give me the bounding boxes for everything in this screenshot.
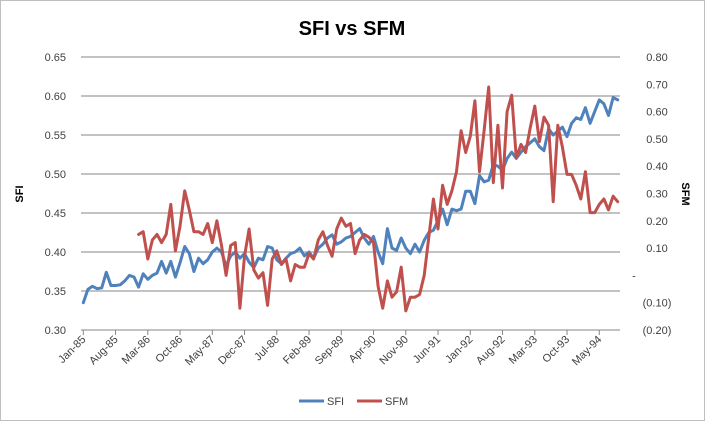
chart-title: SFI vs SFM [299,18,406,40]
legend-label-sfi: SFI [327,396,344,408]
x-tick-label: Aug-85 [87,334,121,368]
x-tick-label: May-87 [183,334,217,368]
y2-tick-label: 0.30 [646,189,667,201]
y-tick-label: 0.35 [45,286,66,298]
y2-axis-title: SFM [679,182,691,205]
y2-tick-label: 0.50 [646,134,667,146]
x-tick-label: Jan-92 [443,334,475,366]
y2-tick-label: (0.20) [643,325,672,337]
y2-tick-labels: (0.20) (0.10) - 0.10 0.20 0.30 0.40 0.50 0.60 0.7… [632,52,671,337]
y2-tick-label: 0.80 [646,52,667,64]
x-tick-marks [82,330,600,335]
gridlines [81,56,620,292]
y2-tick-label: (0.10) [643,298,672,310]
x-tick-label: Oct-93 [540,334,572,366]
y-tick-label: 0.55 [45,130,66,142]
x-tick-label: Mar-86 [120,334,153,367]
legend-label-sfm: SFM [385,396,408,408]
legend: SFI SFM [299,396,408,408]
y-tick-label: 0.65 [45,52,66,64]
x-tick-label: Dec-87 [216,334,250,368]
x-tick-label: Mar-93 [507,334,540,367]
series-line-sfm [137,85,620,313]
y-tick-label: 0.30 [45,325,66,337]
y-tick-label: 0.60 [45,91,66,103]
y2-tick-label: 0.20 [646,216,667,228]
y2-tick-label: 0.10 [646,243,667,255]
x-tick-label: May-94 [570,334,604,368]
y-axis-title: SFI [14,185,26,202]
y-tick-labels: 0.30 0.35 0.40 0.45 0.50 0.55 0.60 0.65 [45,52,66,337]
y2-tick-label: - [632,270,636,282]
x-tick-label: Aug-92 [474,334,508,368]
x-tick-label: Nov-90 [377,334,411,368]
y-tick-label: 0.40 [45,247,66,259]
x-tick-label: Sep-89 [313,334,347,368]
series-lines [81,85,620,313]
y2-tick-label: 0.60 [646,107,667,119]
x-tick-label: Oct-86 [153,334,185,366]
x-tick-label: Feb-89 [281,334,314,367]
y-tick-label: 0.45 [45,208,66,220]
x-tick-label: Jul-88 [252,334,282,364]
x-tick-label: Apr-90 [347,334,379,366]
x-tick-label: Jun-91 [411,334,443,366]
y2-tick-label: 0.70 [646,79,667,91]
y-tick-label: 0.50 [45,169,66,181]
y2-tick-label: 0.40 [646,161,667,173]
x-tick-label: Jan-85 [56,334,88,366]
